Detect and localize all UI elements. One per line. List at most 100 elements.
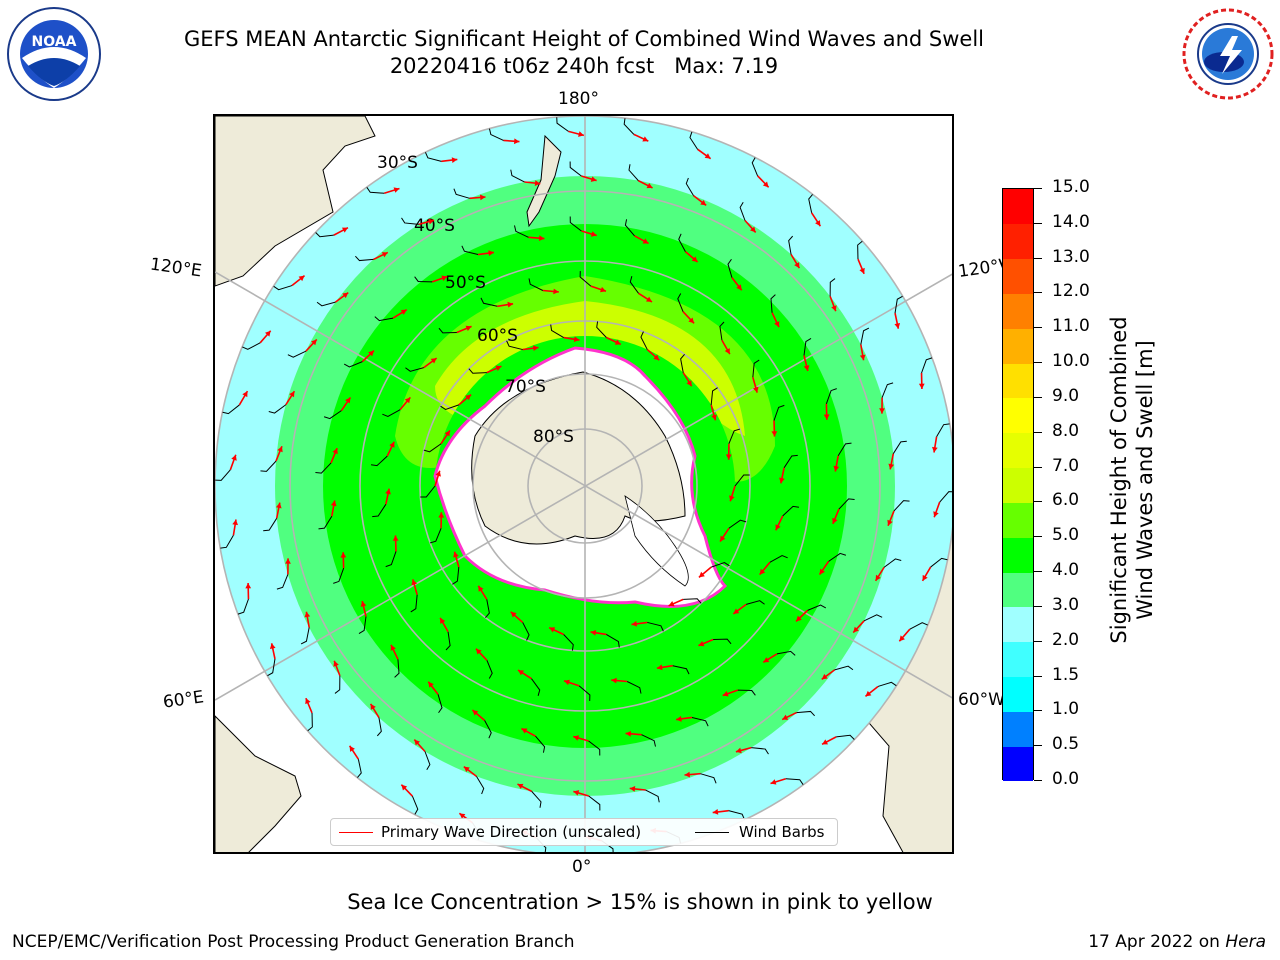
colorbar-tick-label: 15.0 (1052, 177, 1090, 197)
wind-barb (410, 594, 418, 613)
lon-label-0: 0° (572, 857, 592, 877)
wave-direction-arrowhead (480, 194, 486, 201)
colorbar-tick-label: 8.0 (1052, 420, 1080, 441)
wave-direction-arrowhead (242, 391, 248, 398)
wave-direction-arrowhead (729, 495, 735, 502)
wind-barb (307, 712, 313, 732)
colorbar-tick (1034, 675, 1042, 677)
wave-direction-arrowhead (712, 809, 719, 815)
wind-barb (626, 681, 642, 694)
wave-direction-arrowhead (232, 519, 238, 526)
wave-direction-arrowhead (722, 691, 729, 697)
wave-direction-arrowhead (370, 703, 376, 710)
colorbar (1002, 188, 1034, 782)
wave-direction-arrowhead (400, 309, 407, 315)
wave-direction-arrowhead (676, 716, 682, 722)
wind-barb (773, 404, 785, 421)
wave-direction-arrowhead (444, 430, 450, 437)
colorbar-segment (1003, 676, 1033, 712)
colorbar-segment (1003, 572, 1033, 608)
colorbar-segment (1003, 467, 1033, 503)
wind-barb (711, 562, 730, 568)
wind-barb (647, 621, 664, 632)
wind-barb (734, 474, 750, 487)
colorbar-tick-label: 1.5 (1052, 664, 1080, 685)
wave-direction-arrowhead (796, 615, 802, 622)
wind-barb (267, 658, 276, 677)
wave-direction-arrowhead (245, 583, 252, 589)
wind-barb (423, 443, 442, 453)
wind-barb (531, 791, 542, 808)
wind-barb (939, 491, 952, 503)
wave-direction-arrowhead (518, 670, 525, 676)
wave-direction-arrowhead (642, 238, 649, 244)
wind-barb (751, 157, 759, 176)
wave-direction-arrowhead (285, 558, 291, 564)
wind-barb (596, 321, 607, 338)
wave-direction-arrowhead (440, 617, 446, 624)
colorbar-tick (1034, 466, 1042, 468)
wind-barb (936, 423, 950, 437)
wave-direction-arrowhead (782, 714, 789, 720)
wind-barb (683, 598, 702, 604)
wind-barb (315, 462, 332, 474)
colorbar-segment (1003, 223, 1033, 260)
wind-barb (376, 717, 382, 737)
wind-barb (535, 735, 546, 753)
wind-barb (921, 357, 933, 374)
wind-barb (807, 604, 827, 611)
wind-barb (623, 118, 635, 135)
wave-direction-arrowhead (465, 394, 472, 401)
colorbar-tick (1034, 188, 1042, 189)
wind-barb (645, 789, 660, 803)
wind-barb (788, 235, 794, 255)
colorbar-tick (1034, 257, 1042, 259)
wind-barb (877, 681, 897, 687)
wind-barb (770, 294, 776, 313)
wind-barb (909, 622, 928, 630)
wave-direction-arrowhead (600, 286, 606, 293)
wind-barb (452, 567, 460, 585)
colorbar-segment (1003, 432, 1033, 469)
wave-direction-arrowhead (888, 463, 895, 470)
wave-direction-arrowhead (340, 552, 347, 558)
wave-direction-arrowhead (401, 784, 408, 791)
wind-barb (834, 665, 854, 671)
lat-label-50s: 50°S (445, 273, 486, 293)
colorbar-segment (1003, 746, 1033, 782)
wave-direction-arrowhead (704, 153, 711, 159)
wave-direction-arrowhead (831, 305, 837, 312)
wave-direction-arrowhead (345, 397, 351, 404)
wind-barb (528, 278, 544, 291)
lon-label-180: 180° (558, 89, 599, 109)
wind-barb (569, 161, 582, 177)
wind-barb (719, 321, 725, 341)
colorbar-tick-label: 7.0 (1052, 455, 1080, 476)
wind-barb (514, 225, 529, 238)
wave-direction-arrowhead (332, 448, 338, 455)
colorbar-segment (1003, 258, 1033, 294)
polar-map: 30°S 40°S 50°S 60°S 70°S 80°S (215, 116, 952, 852)
lon-label-120e: 120°E (148, 254, 203, 282)
wave-direction-arrowhead (833, 465, 840, 472)
wind-barb (358, 616, 367, 634)
wind-barb (783, 454, 798, 468)
wave-direction-arrowhead (564, 679, 570, 686)
graticule (215, 116, 952, 852)
wind-barb (484, 720, 492, 739)
wave-direction-arrowhead (478, 585, 484, 592)
wave-direction-arrowhead (590, 176, 597, 182)
wave-direction-arrowhead (330, 500, 337, 507)
wave-direction-arrowhead (578, 131, 584, 137)
wave-direction-arrowhead (385, 488, 391, 495)
wave-direction-arrowhead (611, 677, 617, 684)
wind-barb (883, 558, 902, 568)
wave-direction-arrowhead (759, 568, 766, 575)
wave-direction-arrowhead (507, 301, 514, 308)
wave-direction-arrowhead (653, 354, 660, 361)
noaa-logo-text: NOAA (32, 34, 77, 50)
wind-barb (420, 485, 436, 498)
lat-label-70s: 70°S (505, 377, 546, 397)
wave-direction-arrowhead (411, 579, 418, 586)
colorbar-title-line1: Significant Height of Combined (1107, 316, 1131, 644)
